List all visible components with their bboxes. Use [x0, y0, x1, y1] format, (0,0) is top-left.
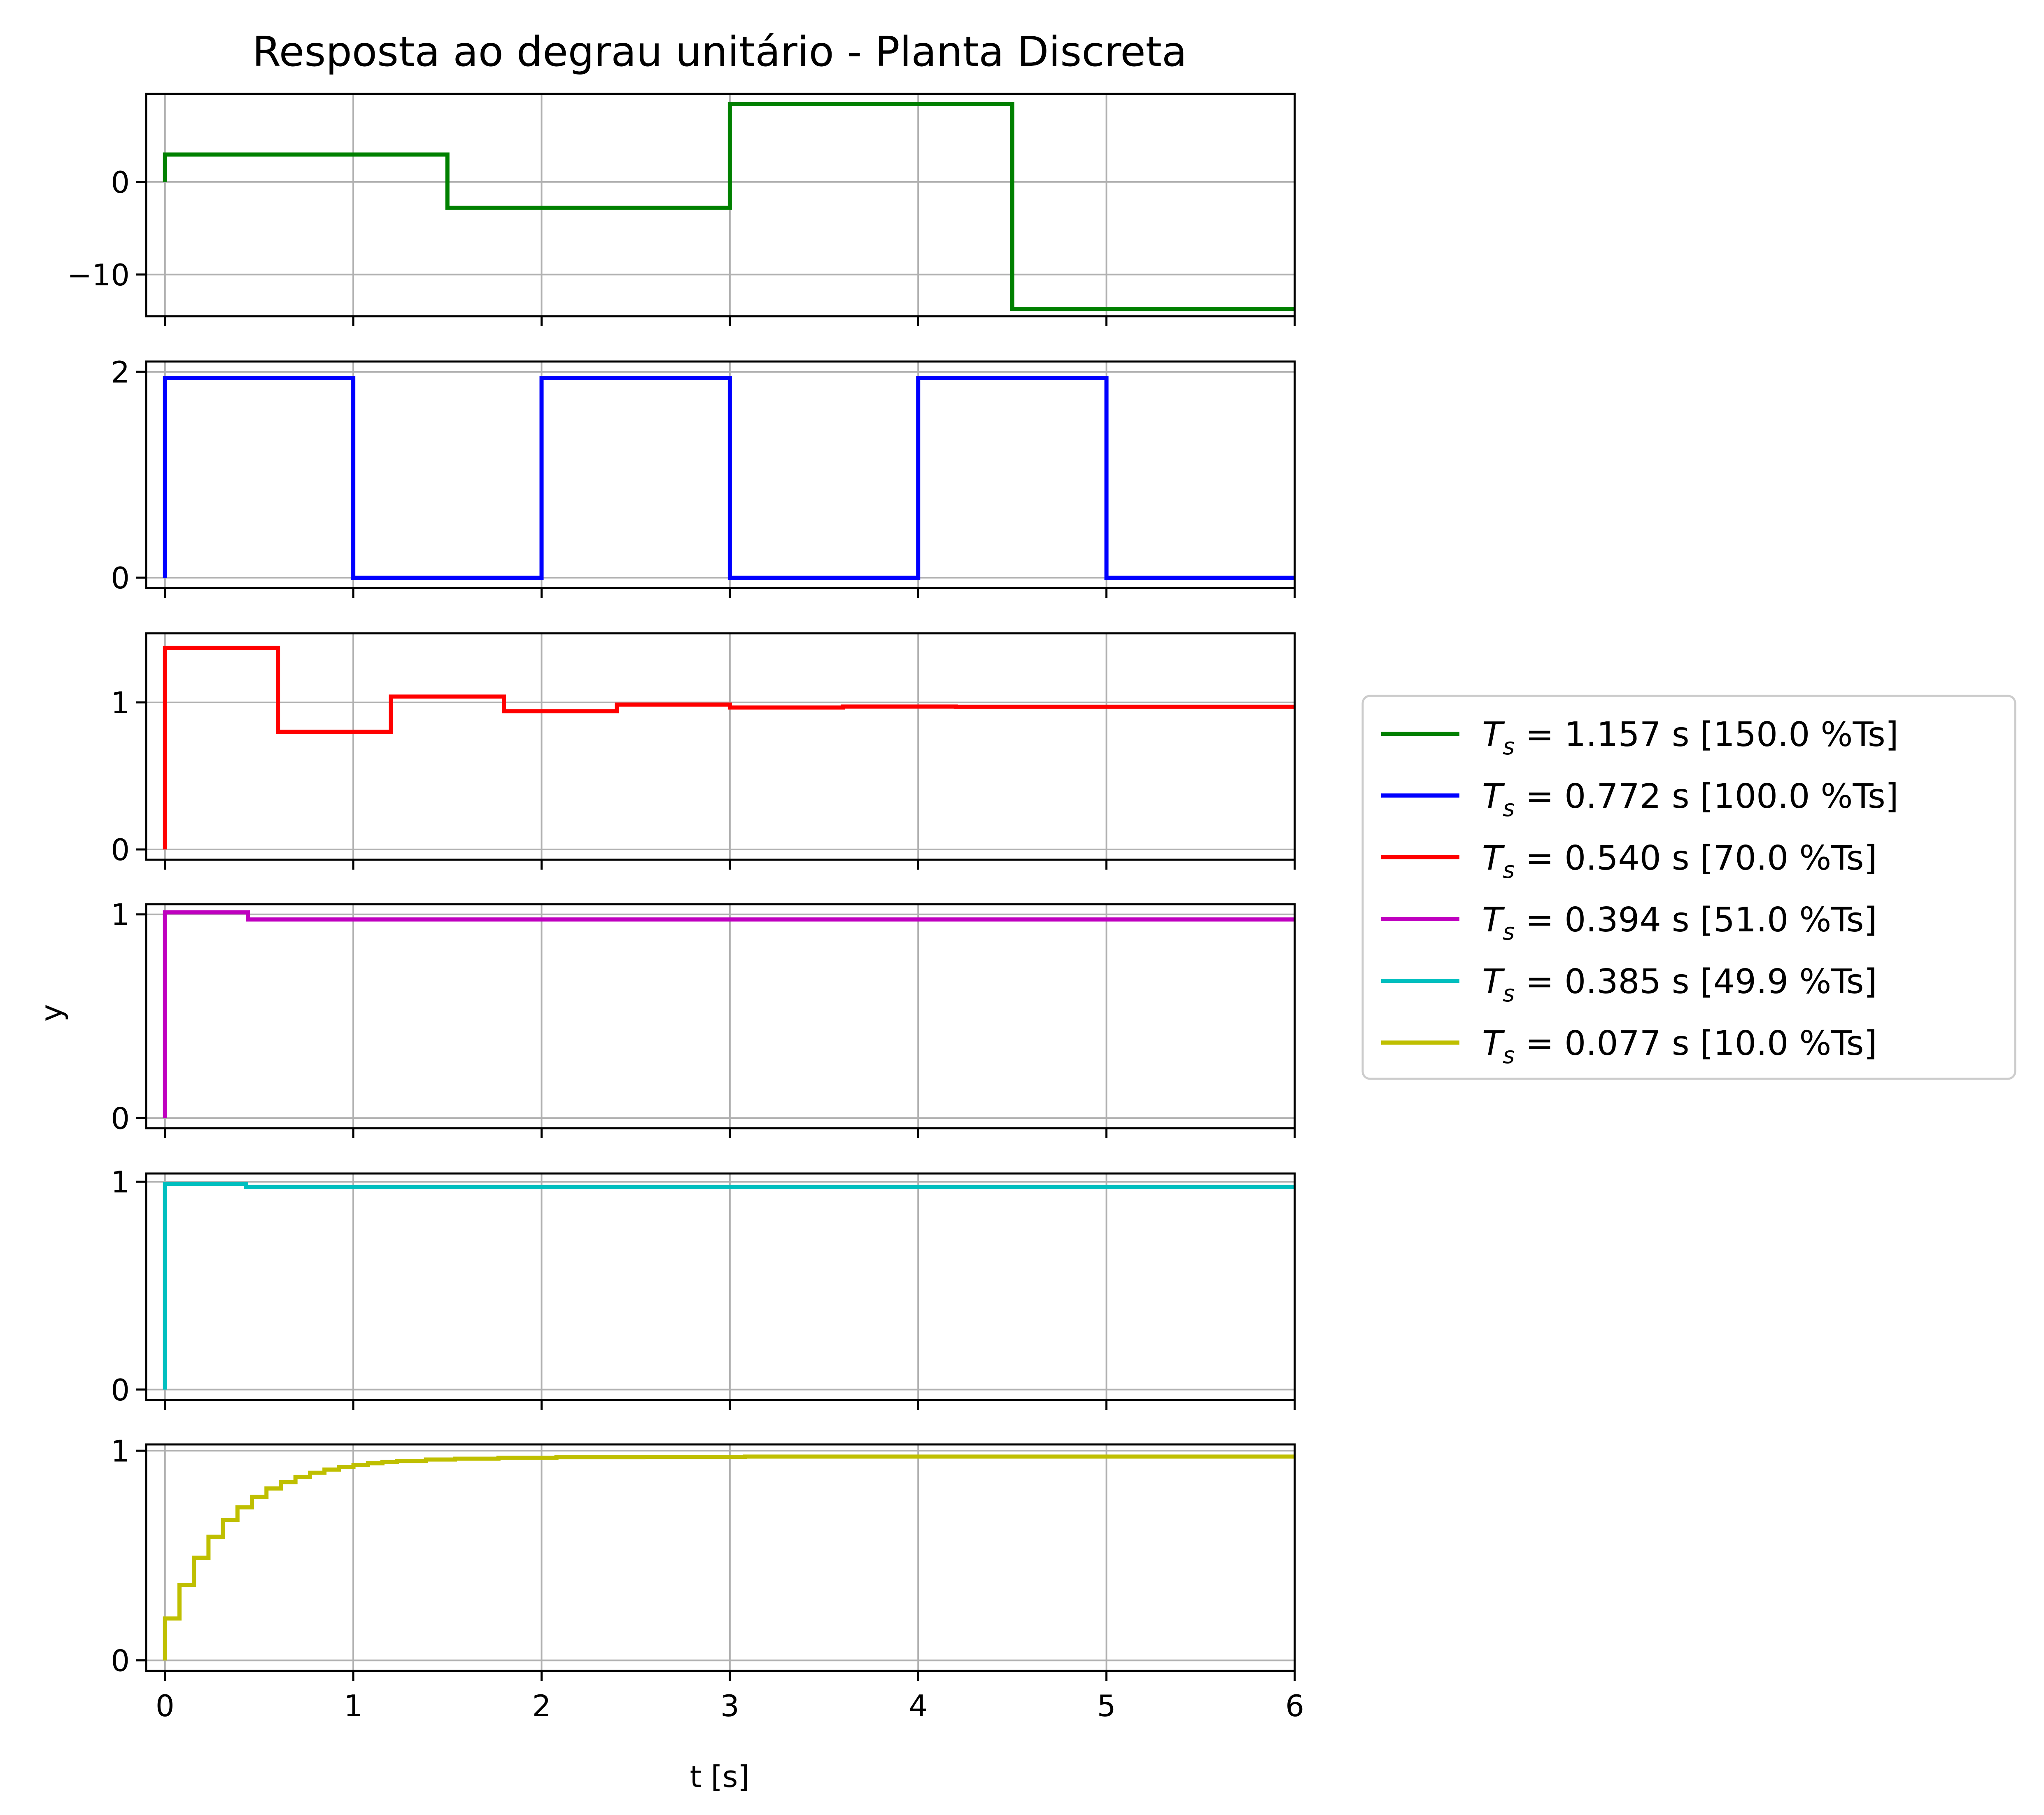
subplot-5: 01	[111, 1165, 1296, 1410]
x-tick-label: 3	[720, 1689, 739, 1723]
y-tick-label: 2	[111, 355, 130, 390]
y-tick-label: 0	[111, 1644, 130, 1678]
x-tick-label: 6	[1285, 1689, 1304, 1723]
x-tick-label: 2	[532, 1689, 551, 1723]
subplot-6: 0 1 2 3 4 5 6 0 1	[111, 1434, 1304, 1723]
y-tick-label: 0	[111, 165, 130, 200]
subplot-frame	[145, 903, 1296, 1129]
legend-entry: Ts = 0.540 s [70.0 %Ts]	[1482, 839, 1877, 884]
legend: Ts = 1.157 s [150.0 %Ts] Ts = 0.772 s [10…	[1361, 695, 2016, 1080]
legend-frame	[1361, 695, 2016, 1080]
y-tick-label: 0	[111, 833, 130, 867]
series-line-2	[163, 376, 1295, 580]
chart-title: Resposta ao degrau unitário - Planta Dis…	[252, 28, 1187, 76]
x-axis-label: t [s]	[690, 1759, 750, 1794]
series-line-5	[163, 1182, 1295, 1390]
x-tick-label: 5	[1097, 1689, 1116, 1723]
y-tick-label: 0	[111, 561, 130, 595]
y-tick-label: 0	[111, 1373, 130, 1407]
subplot-frame	[145, 93, 1296, 317]
subplot-frame	[145, 632, 1296, 861]
y-tick-label: 0	[111, 1101, 130, 1136]
subplot-4: 01	[111, 898, 1296, 1138]
x-tick-label: 1	[344, 1689, 363, 1723]
legend-entry: Ts = 0.385 s [49.9 %Ts]	[1482, 962, 1877, 1007]
y-tick-label: 1	[111, 1165, 130, 1199]
subplot-frame	[145, 1172, 1296, 1401]
y-tick-label: 1	[111, 1434, 130, 1468]
subplot-frame	[145, 360, 1296, 589]
x-tick-label: 0	[156, 1689, 175, 1723]
subplot-1: −10 0	[67, 93, 1296, 326]
series-line-4	[163, 910, 1295, 1118]
series-line-3	[163, 646, 1295, 849]
subplot-2: 02	[111, 355, 1296, 598]
y-axis-label: y	[34, 1004, 69, 1022]
legend-entry: Ts = 0.394 s [51.0 %Ts]	[1482, 901, 1877, 945]
x-tick-label: 4	[909, 1689, 928, 1723]
y-tick-label: −10	[67, 258, 130, 292]
legend-entry: Ts = 1.157 s [150.0 %Ts]	[1482, 715, 1899, 760]
subplot-3: 01	[111, 632, 1296, 870]
series-line-1	[163, 102, 1295, 311]
legend-entry: Ts = 0.077 s [10.0 %Ts]	[1482, 1024, 1877, 1069]
y-tick-label: 1	[111, 898, 130, 932]
series-line-6	[163, 1454, 1295, 1661]
legend-entry: Ts = 0.772 s [100.0 %Ts]	[1482, 777, 1899, 822]
subplot-frame	[145, 1443, 1296, 1672]
y-tick-label: 1	[111, 686, 130, 720]
